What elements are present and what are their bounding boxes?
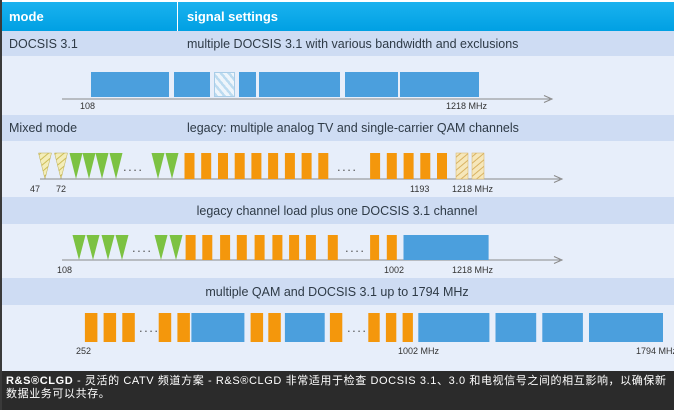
svg-text:....: ....	[123, 159, 143, 174]
svg-text:....: ....	[337, 159, 357, 174]
svg-text:72: 72	[56, 184, 66, 194]
svg-text:252: 252	[76, 346, 91, 356]
svg-text:1218 MHz: 1218 MHz	[452, 265, 494, 275]
svg-text:108: 108	[57, 265, 72, 275]
svg-text:....: ....	[132, 240, 152, 255]
svg-text:1193: 1193	[410, 184, 429, 194]
svg-text:47: 47	[30, 184, 40, 194]
svg-text:1794 MHz: 1794 MHz	[636, 346, 674, 356]
svg-text:1002 MHz: 1002 MHz	[398, 346, 440, 356]
svg-text:1002: 1002	[384, 265, 404, 275]
svg-text:1218 MHz: 1218 MHz	[452, 184, 494, 194]
svg-text:....: ....	[139, 320, 159, 335]
svg-text:....: ....	[347, 320, 367, 335]
svg-text:....: ....	[345, 240, 365, 255]
